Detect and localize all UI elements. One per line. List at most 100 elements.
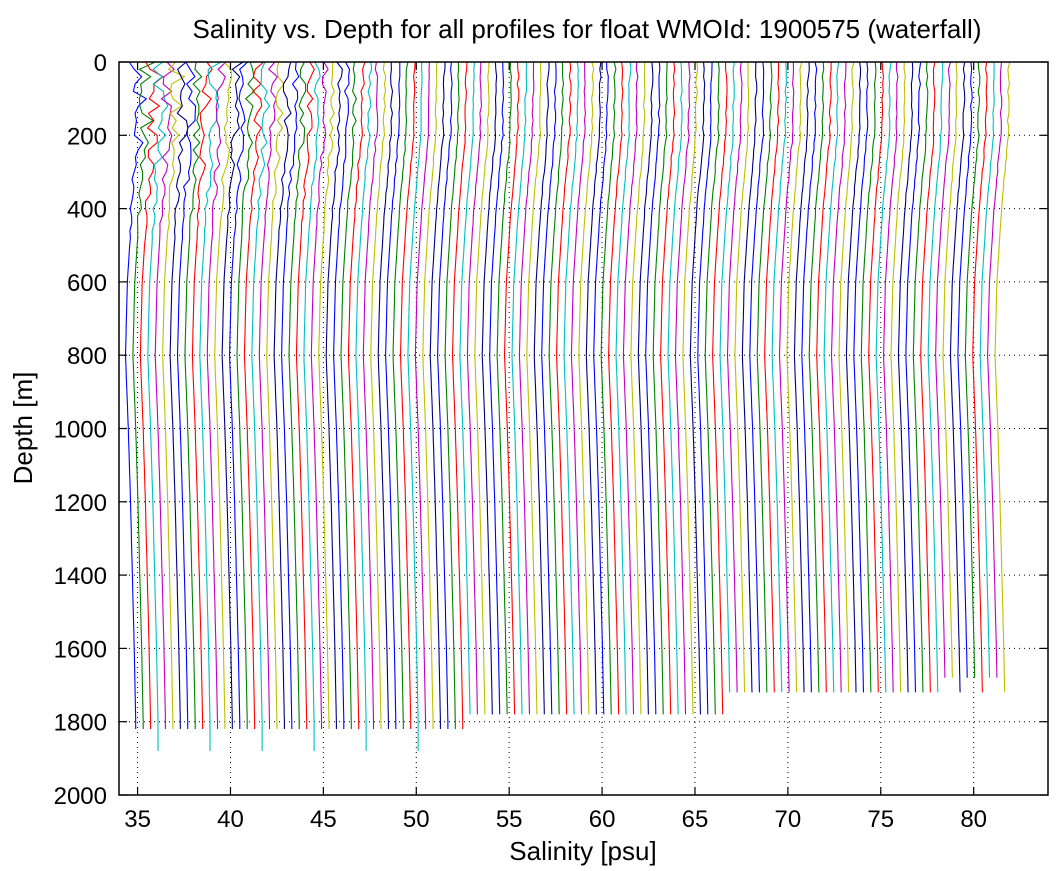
profile-line bbox=[221, 61, 244, 729]
profile-line bbox=[258, 61, 279, 729]
profile-line bbox=[935, 61, 952, 678]
y-tick-label: 600 bbox=[67, 270, 107, 297]
profile-line bbox=[875, 61, 892, 693]
profile-line bbox=[273, 61, 292, 729]
profile-line bbox=[957, 61, 973, 678]
profile-line bbox=[385, 62, 401, 729]
x-tick-label: 60 bbox=[589, 806, 616, 833]
profile-line bbox=[912, 61, 929, 693]
profile-line bbox=[600, 61, 617, 715]
profile-line bbox=[407, 61, 423, 751]
y-tick-label: 1800 bbox=[54, 710, 107, 737]
profile-line bbox=[503, 61, 520, 715]
profile-line bbox=[652, 61, 668, 715]
profile-line bbox=[838, 61, 855, 693]
profile-line bbox=[771, 61, 787, 693]
profile-lines bbox=[124, 61, 1011, 751]
x-tick-label: 45 bbox=[310, 806, 337, 833]
profile-line bbox=[414, 61, 430, 729]
x-axis-ticks: 35 40 45 50 55 60 65 70 75 80 bbox=[124, 62, 987, 833]
profile-line bbox=[124, 61, 148, 729]
profile-line bbox=[830, 61, 847, 693]
profile-line bbox=[288, 61, 307, 729]
profile-line bbox=[593, 61, 609, 715]
profile-line bbox=[147, 61, 169, 751]
profile-line bbox=[132, 61, 156, 729]
profile-line bbox=[392, 61, 409, 729]
profile-line bbox=[429, 61, 446, 729]
profile-line bbox=[823, 61, 840, 693]
profile-line bbox=[139, 61, 164, 729]
profile-line bbox=[377, 61, 394, 729]
profile-line bbox=[615, 61, 632, 715]
profile-line bbox=[905, 61, 922, 693]
profile-line bbox=[883, 61, 899, 693]
profile-line bbox=[719, 61, 736, 693]
profile-line bbox=[243, 61, 264, 729]
profile-line bbox=[533, 62, 550, 715]
profile-line bbox=[578, 61, 595, 715]
profile-line bbox=[206, 61, 227, 729]
profile-line bbox=[466, 61, 483, 715]
profile-line bbox=[459, 61, 476, 715]
x-tick-label: 50 bbox=[403, 806, 430, 833]
profile-line bbox=[541, 61, 557, 715]
profile-line bbox=[764, 61, 780, 693]
profile-line bbox=[229, 61, 249, 729]
x-tick-label: 40 bbox=[217, 806, 244, 833]
grid-lines bbox=[119, 62, 1048, 795]
profile-line bbox=[548, 61, 565, 715]
profile-line bbox=[942, 61, 958, 678]
profile-line bbox=[526, 62, 542, 715]
profile-line bbox=[176, 61, 197, 729]
profile-line bbox=[860, 61, 877, 693]
profile-line bbox=[890, 61, 906, 693]
profile-line bbox=[674, 61, 691, 715]
profile-line bbox=[979, 61, 995, 678]
profile-line bbox=[422, 61, 438, 729]
profile-line bbox=[236, 61, 255, 729]
x-tick-label: 80 bbox=[960, 806, 987, 833]
profile-line bbox=[816, 62, 832, 693]
profile-line bbox=[585, 61, 602, 715]
x-axis-label: Salinity [psu] bbox=[509, 836, 656, 866]
profile-line bbox=[347, 61, 366, 729]
profile-line bbox=[325, 61, 343, 729]
y-tick-label: 2000 bbox=[54, 783, 107, 810]
profile-line bbox=[660, 61, 676, 715]
profile-line bbox=[853, 61, 869, 693]
profile-line bbox=[333, 61, 351, 729]
profile-line bbox=[987, 61, 1003, 678]
profile-line bbox=[310, 61, 329, 729]
x-tick-label: 65 bbox=[682, 806, 709, 833]
profile-line bbox=[630, 61, 646, 715]
profile-line bbox=[637, 61, 654, 715]
profile-line bbox=[749, 61, 765, 693]
profile-line bbox=[518, 62, 535, 715]
profile-line bbox=[994, 61, 1011, 693]
profile-line bbox=[184, 61, 203, 729]
profile-line bbox=[481, 61, 498, 715]
profile-line bbox=[199, 61, 222, 751]
y-tick-label: 1000 bbox=[54, 417, 107, 444]
profile-line bbox=[444, 61, 460, 729]
y-tick-label: 1200 bbox=[54, 490, 107, 517]
profile-line bbox=[608, 61, 624, 715]
profile-line bbox=[399, 61, 416, 729]
profile-line bbox=[340, 61, 358, 729]
profile-line bbox=[563, 61, 579, 715]
x-tick-label: 70 bbox=[775, 806, 802, 833]
profile-line bbox=[489, 61, 505, 715]
profile-line bbox=[712, 61, 728, 715]
profile-line bbox=[645, 61, 661, 715]
profile-line bbox=[786, 61, 803, 693]
y-tick-label: 800 bbox=[67, 343, 107, 370]
y-tick-label: 200 bbox=[67, 123, 107, 150]
profile-line bbox=[570, 61, 586, 715]
profile-line bbox=[437, 61, 453, 729]
profile-line bbox=[808, 61, 825, 693]
profile-line bbox=[362, 61, 379, 729]
profile-line bbox=[667, 61, 683, 715]
profile-line bbox=[266, 61, 285, 729]
profile-line bbox=[154, 61, 175, 729]
